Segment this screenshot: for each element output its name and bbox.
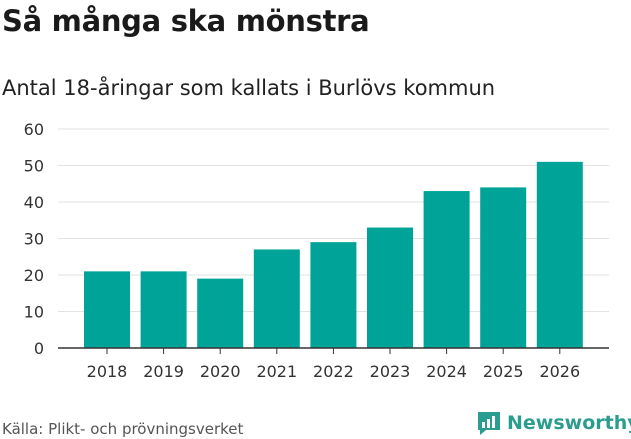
bar-2018	[84, 271, 130, 348]
x-tick-label-2025: 2025	[483, 362, 524, 381]
chart-subtitle: Antal 18-åringar som kallats i Burlövs k…	[2, 76, 496, 100]
x-tick-label-2019: 2019	[143, 362, 184, 381]
x-tick-label-2026: 2026	[539, 362, 580, 381]
x-tick-label-2022: 2022	[313, 362, 354, 381]
bars	[84, 161, 583, 348]
y-axis-tick-labels: 0 10 20 30 40 50 60	[24, 120, 44, 358]
chart-title: Så många ska mönstra	[2, 4, 370, 38]
x-tick-label-2021: 2021	[256, 362, 297, 381]
y-tick-label-60: 60	[24, 120, 44, 139]
bar-2019	[140, 271, 187, 348]
newsworthy-logo-icon	[478, 412, 500, 435]
source-note: Källa: Plikt- och prövningsverket	[2, 420, 244, 438]
bar-2026	[536, 161, 583, 348]
y-tick-label-40: 40	[24, 193, 44, 212]
x-tick-label-2023: 2023	[370, 362, 411, 381]
bar-2022	[310, 242, 357, 348]
y-tick-label-0: 0	[34, 339, 44, 358]
brand-name: Newsworthy	[507, 412, 631, 434]
x-tick-label-2018: 2018	[87, 362, 128, 381]
y-tick-label-10: 10	[24, 303, 44, 322]
y-tick-label-50: 50	[24, 157, 44, 176]
x-tick-label-2020: 2020	[200, 362, 241, 381]
bar-2024	[423, 191, 470, 348]
x-tick-label-2024: 2024	[426, 362, 467, 381]
y-tick-label-30: 30	[24, 230, 44, 249]
bar-2021	[253, 249, 300, 348]
x-axis	[58, 347, 609, 354]
y-tick-label-20: 20	[24, 266, 44, 285]
bar-2023	[367, 227, 413, 348]
bar-2020	[197, 278, 244, 348]
x-axis-tick-labels: 2018 2019 2020 2021 2022 2023 2024 2025 2026	[87, 362, 581, 381]
bar-2025	[480, 187, 527, 348]
brand-logo: Newsworthy	[476, 409, 631, 437]
